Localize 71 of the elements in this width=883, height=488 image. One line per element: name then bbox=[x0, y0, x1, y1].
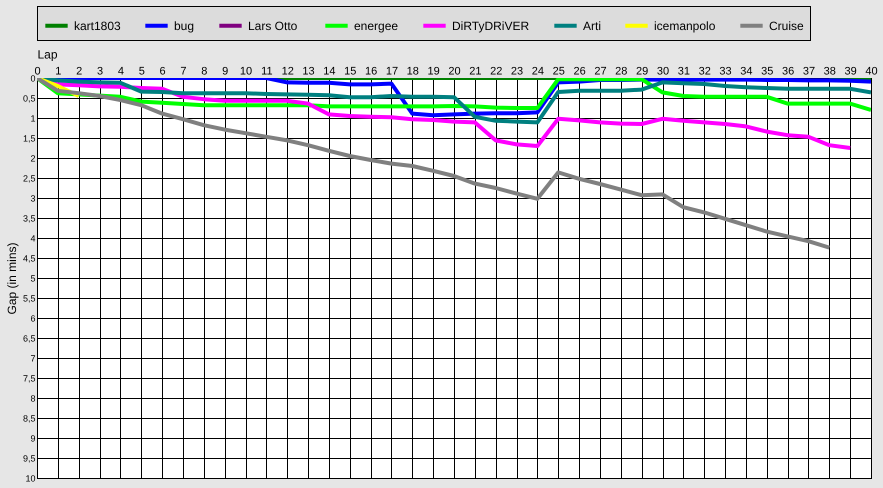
x-tick-label: 14 bbox=[323, 66, 336, 78]
x-tick-label: 28 bbox=[615, 66, 628, 78]
x-tick-label: 36 bbox=[782, 66, 794, 78]
x-tick-label: 27 bbox=[594, 66, 607, 78]
x-tick-label: 16 bbox=[364, 66, 378, 78]
x-tick-label: 30 bbox=[656, 66, 670, 78]
x-tick-label: 18 bbox=[406, 66, 419, 78]
x-tick-label: 3 bbox=[96, 66, 104, 78]
legend-label: Arti bbox=[583, 18, 601, 33]
x-tick-label: 19 bbox=[428, 66, 440, 78]
y-axis-title: Gap (in mins) bbox=[4, 242, 19, 315]
x-tick-label: 4 bbox=[118, 66, 124, 78]
x-tick-label: 23 bbox=[510, 66, 524, 78]
y-tick-label: 7 bbox=[30, 354, 36, 364]
y-tick-label: 1 bbox=[30, 114, 36, 124]
x-tick-label: 7 bbox=[180, 66, 187, 78]
x-tick-label: 38 bbox=[824, 66, 836, 78]
y-tick-label: 5,5 bbox=[22, 294, 36, 304]
x-tick-label: 34 bbox=[740, 66, 753, 78]
y-tick-label: 8 bbox=[30, 394, 36, 404]
y-tick-label: 2,5 bbox=[22, 174, 36, 184]
legend-label: Lars Otto bbox=[248, 18, 298, 33]
x-tick-label: 40 bbox=[865, 66, 878, 78]
y-tick-label: 2 bbox=[30, 154, 36, 164]
x-tick-label: 9 bbox=[222, 66, 228, 78]
y-tick-label: 10 bbox=[25, 474, 36, 484]
x-tick-label: 10 bbox=[240, 66, 252, 78]
y-tick-label: 9,5 bbox=[22, 454, 36, 464]
x-axis-title: Lap bbox=[38, 48, 58, 62]
legend-label: bug bbox=[174, 18, 194, 33]
legend-label: icemanpolo bbox=[654, 18, 716, 33]
x-tick-label: 24 bbox=[532, 66, 544, 78]
x-tick-label: 11 bbox=[261, 66, 273, 78]
legend-label: energee bbox=[354, 18, 398, 33]
y-tick-label: 1,5 bbox=[22, 134, 36, 144]
y-tick-label: 4,5 bbox=[22, 254, 36, 264]
x-tick-label: 12 bbox=[282, 66, 294, 78]
x-tick-label: 1 bbox=[55, 66, 62, 78]
x-tick-label: 17 bbox=[386, 66, 398, 78]
x-tick-label: 37 bbox=[802, 66, 816, 78]
x-tick-label: 6 bbox=[160, 66, 166, 78]
y-tick-label: 9 bbox=[30, 434, 36, 444]
y-tick-label: 3,5 bbox=[22, 214, 36, 224]
x-tick-label: 25 bbox=[552, 66, 565, 78]
x-tick-label: 15 bbox=[344, 66, 356, 78]
line-series bbox=[37, 78, 832, 250]
legend-label: Cruise bbox=[769, 18, 804, 33]
y-tick-label: 4 bbox=[30, 234, 36, 244]
x-tick-label: 26 bbox=[573, 66, 586, 78]
x-tick-label: 5 bbox=[138, 66, 145, 78]
x-tick-label: 29 bbox=[636, 66, 648, 78]
x-tick-label: 33 bbox=[719, 66, 732, 78]
x-tick-label: 39 bbox=[844, 66, 857, 78]
x-tick-label: 13 bbox=[302, 66, 315, 78]
y-tick-label: 0,5 bbox=[22, 94, 36, 104]
x-tick-label: 32 bbox=[698, 66, 711, 78]
x-tick-label: 31 bbox=[678, 66, 690, 78]
x-tick-label: 20 bbox=[448, 66, 461, 78]
x-tick-label: 21 bbox=[469, 66, 482, 78]
y-tick-label: 3 bbox=[30, 194, 36, 204]
x-tick-label: 2 bbox=[76, 66, 82, 78]
y-tick-label: 6,5 bbox=[22, 334, 36, 344]
x-tick-label: 22 bbox=[490, 66, 502, 78]
legend-label: DiRTyDRiVER bbox=[452, 18, 530, 33]
x-tick-label: 8 bbox=[201, 66, 208, 78]
y-tick-label: 7,5 bbox=[22, 374, 36, 384]
y-tick-label: 8,5 bbox=[22, 414, 36, 424]
x-tick-label: 35 bbox=[761, 66, 774, 78]
y-tick-label: 5 bbox=[30, 274, 36, 284]
y-tick-label: 6 bbox=[30, 314, 36, 324]
legend-label: kart1803 bbox=[74, 18, 122, 33]
